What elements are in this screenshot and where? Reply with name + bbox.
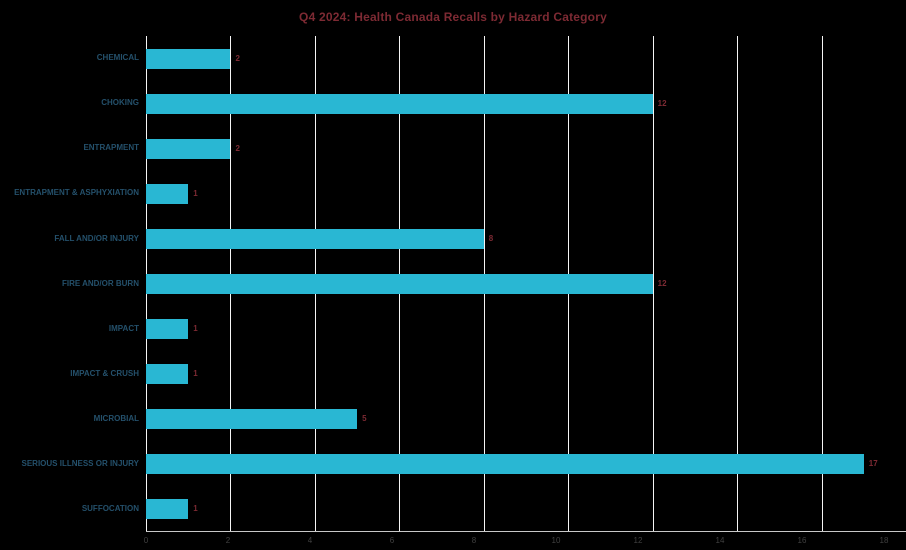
bar [146, 93, 653, 114]
category-label: FIRE AND/OR BURN [61, 278, 139, 288]
x-tick-label: 8 [471, 536, 477, 545]
bar-row: 2 [146, 126, 906, 171]
gridline [821, 36, 823, 531]
x-tick-label: 16 [797, 536, 807, 545]
bar-value-label: 1 [193, 189, 198, 198]
x-tick-label: 18 [879, 536, 889, 545]
category-label: ENTRAPMENT & ASPHYXIATION [14, 188, 139, 198]
x-tick-label: 6 [389, 536, 395, 545]
x-tick-label: 2 [225, 536, 231, 545]
bar-row: 5 [146, 396, 906, 441]
x-tick-label: 4 [307, 536, 313, 545]
bar [146, 408, 358, 429]
bar [146, 498, 189, 519]
category-label: MICROBIAL [93, 413, 139, 423]
x-tick-label: 14 [715, 536, 725, 545]
category-label: SERIOUS ILLNESS OR INJURY [21, 458, 140, 468]
bar-row: 12 [146, 261, 906, 306]
gridline [737, 36, 739, 531]
chart-body: CHEMICAL CHOKING ENTRAPMENT ENTRAPMENT & AS… [0, 36, 906, 532]
category-label: CHOKING [101, 98, 139, 108]
bar-value-label: 1 [193, 504, 198, 513]
bar-row: 1 [146, 486, 906, 531]
x-axis: 0 2 4 6 8 10 12 14 16 18 [143, 534, 889, 548]
y-axis-labels: CHEMICAL CHOKING ENTRAPMENT ENTRAPMENT & AS… [0, 36, 146, 532]
bar-row: 2 [146, 36, 906, 81]
bar-row: 8 [146, 216, 906, 261]
bar-row: 1 [146, 171, 906, 216]
bar-value-label: 17 [868, 459, 878, 468]
bar [146, 363, 189, 384]
gridline [652, 36, 654, 531]
bar [146, 318, 189, 339]
bar [146, 183, 189, 204]
category-label: SUFFOCATION [81, 504, 139, 514]
bar-row: 12 [146, 81, 906, 126]
x-tick-label: 12 [633, 536, 643, 545]
x-tick-label: 0 [143, 536, 149, 545]
bar-row: 17 [146, 441, 906, 486]
bar [146, 273, 653, 294]
bar-value-label: 12 [657, 99, 667, 108]
bar-value-label: 2 [235, 144, 240, 153]
bar-value-label: 2 [235, 54, 240, 63]
category-label: IMPACT & CRUSH [70, 368, 139, 378]
category-label: CHEMICAL [96, 53, 139, 63]
bar-value-label: 1 [193, 369, 198, 378]
bar-value-label: 12 [657, 279, 667, 288]
bar [146, 138, 231, 159]
plot-area: 2 12 2 1 8 12 1 1 5 17 1 [146, 36, 906, 532]
bar-row: 1 [146, 306, 906, 351]
category-label: FALL AND/OR INJURY [54, 233, 139, 243]
bar [146, 453, 864, 474]
bar-row: 1 [146, 351, 906, 396]
category-label: ENTRAPMENT [83, 143, 139, 153]
bar [146, 48, 231, 69]
bar [146, 228, 484, 249]
bar-value-label: 5 [362, 414, 367, 423]
bar-value-label: 8 [488, 234, 494, 243]
bar-value-label: 1 [193, 324, 198, 333]
category-label: IMPACT [108, 323, 139, 333]
x-tick-label: 10 [551, 536, 561, 545]
chart-title: Q4 2024: Health Canada Recalls by Hazard… [299, 10, 607, 24]
